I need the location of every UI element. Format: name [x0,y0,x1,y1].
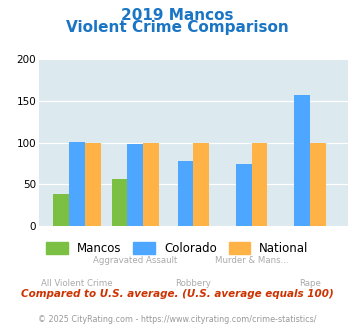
Text: Rape: Rape [299,280,321,288]
Bar [111,179,127,226]
Text: Murder & Mans...: Murder & Mans... [215,256,289,265]
Bar [178,161,193,226]
Bar [294,95,310,226]
Bar [236,164,252,226]
Text: Aggravated Assault: Aggravated Assault [93,256,178,265]
Text: Violent Crime Comparison: Violent Crime Comparison [66,20,289,35]
Legend: Mancos, Colorado, National: Mancos, Colorado, National [42,237,313,260]
Bar [193,143,209,226]
Text: Compared to U.S. average. (U.S. average equals 100): Compared to U.S. average. (U.S. average … [21,289,334,299]
Text: All Violent Crime: All Violent Crime [41,280,113,288]
Text: © 2025 CityRating.com - https://www.cityrating.com/crime-statistics/: © 2025 CityRating.com - https://www.city… [38,315,317,324]
Text: Robbery: Robbery [175,280,212,288]
Bar [310,143,326,226]
Bar [85,143,100,226]
Bar [53,194,69,226]
Bar [127,144,143,226]
Bar [143,143,159,226]
Bar [69,142,85,226]
Text: 2019 Mancos: 2019 Mancos [121,8,234,23]
Bar [252,143,267,226]
